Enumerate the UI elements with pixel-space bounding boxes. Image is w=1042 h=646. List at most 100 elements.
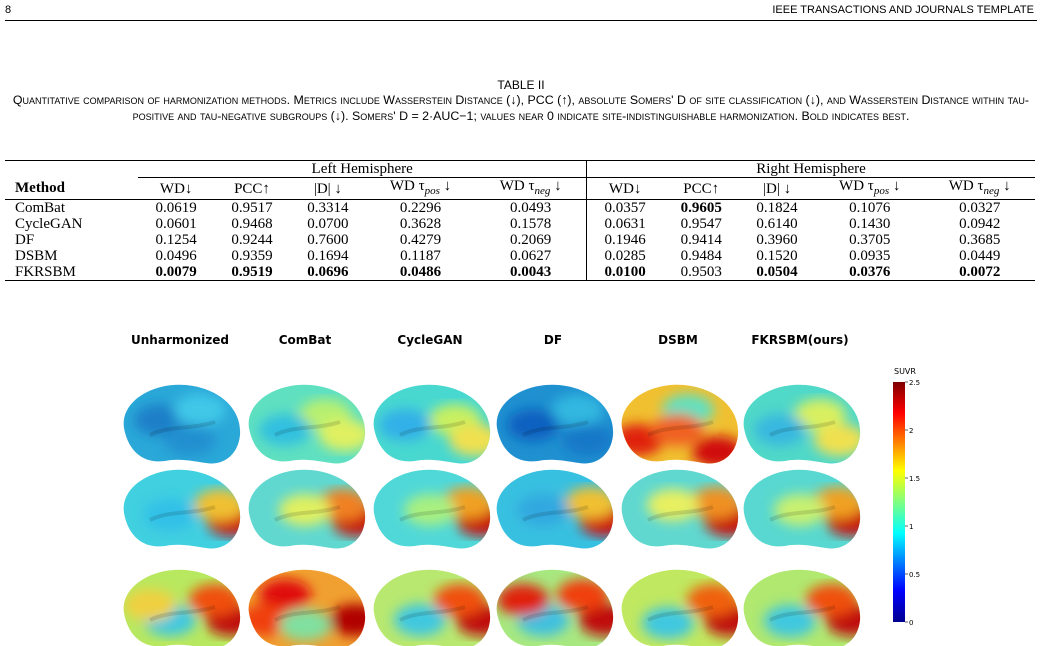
brain-blur	[134, 394, 226, 456]
cell: 0.4279	[399, 232, 442, 248]
brain-blur	[642, 584, 739, 639]
column-header: PCC↑	[663, 177, 740, 200]
brain-region	[124, 589, 176, 621]
cell: 0.0072	[959, 264, 1001, 280]
brain-colors	[621, 394, 739, 464]
group-text: Right Hemisphere	[756, 161, 866, 177]
brain-region	[642, 607, 694, 639]
table-label: TABLE II	[497, 78, 545, 92]
brain-sulcus	[399, 605, 466, 622]
cell: 0.3685	[959, 232, 1001, 248]
brain-colors	[497, 579, 614, 636]
cell: 0.0496	[155, 248, 197, 264]
colorbar-tick-label: 0	[909, 619, 913, 627]
brain-region	[507, 409, 559, 441]
brain-render	[123, 384, 241, 464]
brain-region	[279, 609, 331, 641]
brain-region	[687, 584, 739, 616]
brain-sulcus	[149, 605, 216, 622]
column-label: DF	[544, 333, 562, 347]
brain-render	[248, 469, 366, 549]
brain-region	[434, 584, 486, 616]
brain-region	[194, 489, 241, 521]
brain-blur	[144, 489, 241, 536]
brain-render	[248, 569, 366, 646]
cell: 0.0942	[959, 216, 1001, 232]
cell: 0.1430	[849, 216, 891, 232]
cell: DF	[15, 232, 35, 248]
cell: DSBM	[15, 248, 58, 264]
column-header: |D| ↓	[739, 177, 815, 200]
brain-region	[174, 394, 226, 426]
cell: 0.9503	[680, 264, 722, 280]
cell: 0.0043	[510, 264, 552, 280]
brain-colors	[647, 487, 739, 536]
cell: 0.9484	[680, 248, 722, 264]
brain-render	[123, 569, 241, 646]
brain-region	[404, 494, 456, 526]
cell: 0.0696	[307, 264, 349, 280]
brain-region	[379, 409, 431, 441]
header-text: |D| ↓	[762, 180, 792, 197]
column-header: PCC↑	[214, 177, 290, 200]
column-header: WD τpos ↓	[814, 177, 925, 200]
cell: 0.0935	[849, 248, 891, 264]
cell: 0.0631	[586, 216, 664, 232]
brain-sulcus	[647, 420, 714, 437]
brain-region	[692, 436, 739, 464]
brain-region	[449, 424, 491, 456]
brain-render	[496, 384, 614, 464]
column-label: ComBat	[279, 333, 332, 347]
cell: 0.3705	[849, 232, 891, 248]
column-header: |D| ↓	[289, 177, 366, 200]
header-text: WD τ	[499, 178, 535, 194]
brain-render	[621, 384, 739, 464]
cell: 0.1520	[756, 248, 798, 264]
brain-colors	[754, 399, 861, 456]
brain-colors	[144, 489, 241, 536]
brain-blur	[754, 399, 861, 456]
cell: 0.0486	[399, 264, 442, 280]
data-row: CycleGAN 0.0601 0.9468 0.0700 0.3628 0.1578 0.…	[5, 216, 1035, 232]
header-row: Method WD↓ PCC↑ |D| ↓ WD τpos ↓ WD τneg ↓ WD↓ P…	[5, 177, 1035, 200]
cell: 0.0449	[959, 248, 1001, 264]
cell: 0.0504	[756, 264, 798, 280]
cell: 0.2296	[399, 200, 442, 216]
brain-colors	[124, 584, 241, 636]
cell: 0.9517	[231, 200, 273, 216]
brain-region	[774, 494, 826, 526]
brain-colors	[769, 487, 861, 536]
cell: 0.0619	[155, 200, 197, 216]
data-row: DSBM 0.0496 0.9359 0.1694 0.1187 0.0627 0.0285…	[5, 248, 1035, 264]
header-rule	[5, 20, 1037, 21]
brain-region	[764, 605, 816, 637]
cell: 0.9605	[680, 200, 722, 216]
cell: 0.0357	[586, 199, 664, 216]
cell: 0.0493	[510, 200, 552, 216]
cell: 0.0100	[586, 264, 664, 281]
column-header: WD↓	[586, 177, 664, 200]
cell: 0.9359	[231, 248, 273, 264]
brain-render	[496, 569, 614, 646]
cell: 0.9244	[231, 232, 273, 248]
header-text: PCC↑	[234, 180, 270, 197]
brain-colors	[134, 394, 226, 456]
brain-colors	[507, 394, 614, 456]
brain-region	[259, 414, 311, 446]
table-caption: Quantitative comparison of harmonization…	[12, 93, 1030, 123]
cell: 0.9468	[231, 216, 273, 232]
cell: 0.0700	[307, 216, 349, 232]
header-sub: pos	[873, 185, 890, 197]
cell: 0.3314	[307, 200, 349, 216]
header-text: WD τ	[948, 178, 984, 194]
brain-render	[373, 469, 491, 549]
group-header: Left Hemisphere	[138, 160, 587, 178]
brain-sulcus	[522, 420, 589, 437]
brain-blur	[124, 584, 241, 636]
cell: 0.9414	[680, 232, 722, 248]
header-text: PCC↑	[683, 180, 720, 197]
brain-sulcus	[399, 505, 466, 522]
column-label: DSBM	[658, 333, 698, 347]
brain-colors	[764, 584, 861, 637]
cell: 0.1946	[586, 232, 664, 248]
